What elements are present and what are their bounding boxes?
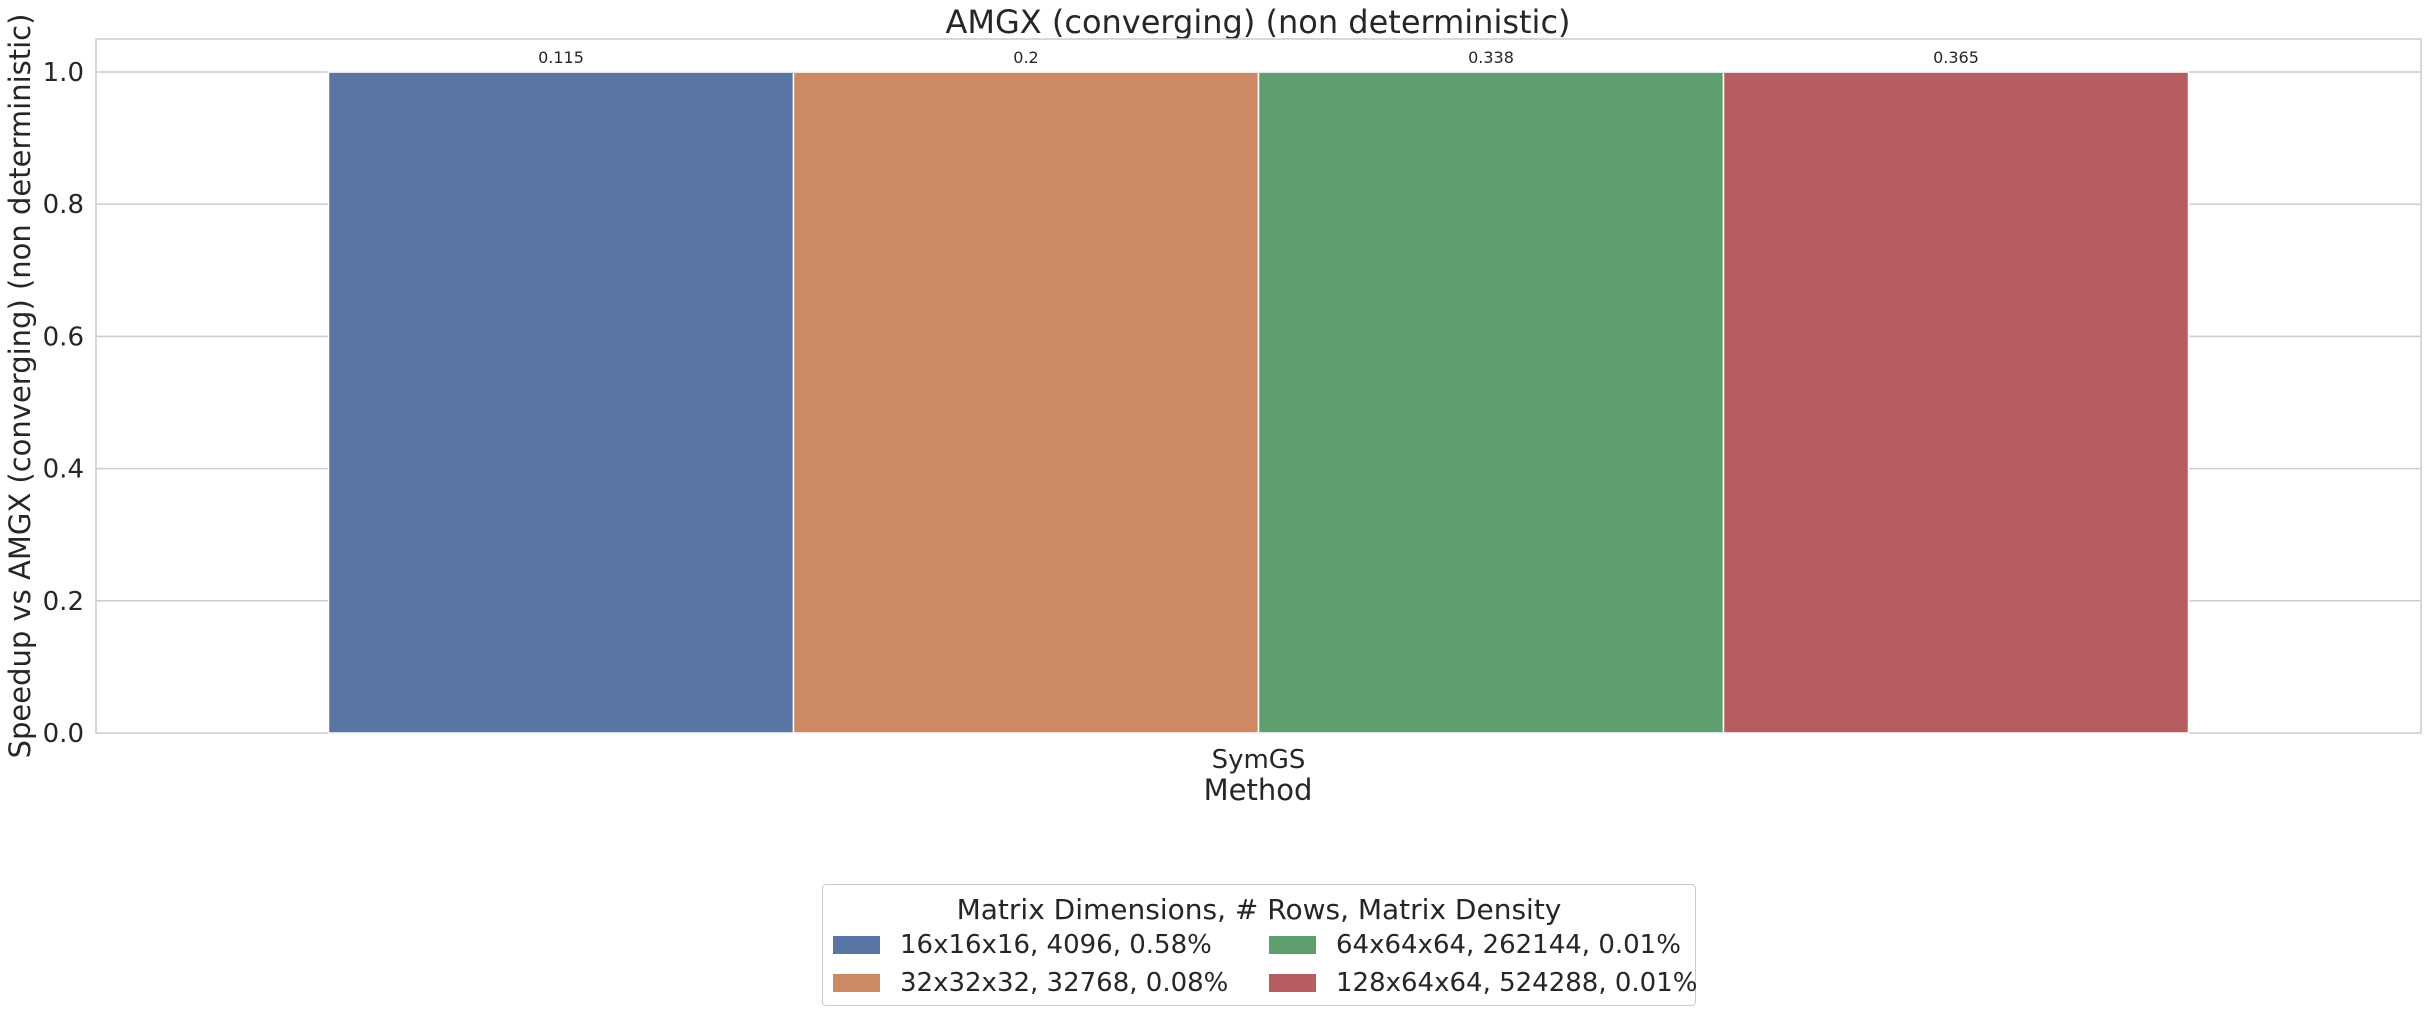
chart-title: AMGX (converging) (non deterministic) xyxy=(945,3,1570,41)
bar-value-label: 0.2 xyxy=(1013,48,1038,67)
legend-item: 128x64x64, 524288, 0.01% xyxy=(1269,968,1697,998)
bar-labels: 0.115 0.2 0.338 0.365 xyxy=(538,48,1979,67)
y-tick-label: 0.6 xyxy=(43,322,84,352)
legend-item: 64x64x64, 262144, 0.01% xyxy=(1269,930,1681,960)
legend-swatch xyxy=(1269,974,1316,992)
bar xyxy=(1722,71,2190,734)
legend-swatch xyxy=(833,936,880,954)
bars xyxy=(327,71,2190,734)
legend: Matrix Dimensions, # Rows, Matrix Densit… xyxy=(822,884,1697,1006)
y-axis-label: Speedup vs AMGX (converging) (non determ… xyxy=(3,14,37,759)
x-axis-label: Method xyxy=(1204,773,1313,807)
bar-value-label: 0.115 xyxy=(538,48,584,67)
bar-value-label: 0.365 xyxy=(1933,48,1979,67)
x-axis-ticks: SymGS xyxy=(1212,745,1306,775)
y-tick-label: 0.2 xyxy=(43,587,84,617)
legend-title: Matrix Dimensions, # Rows, Matrix Densit… xyxy=(956,893,1562,926)
x-tick-label: SymGS xyxy=(1212,745,1306,775)
legend-swatch xyxy=(833,974,880,992)
y-tick-label: 1.0 xyxy=(43,58,84,88)
bar-value-label: 0.338 xyxy=(1468,48,1514,67)
y-tick-label: 0.0 xyxy=(43,719,84,749)
y-axis-ticks: 0.0 0.2 0.4 0.6 0.8 1.0 xyxy=(43,58,84,749)
bar xyxy=(327,71,795,734)
legend-swatch xyxy=(1269,936,1316,954)
legend-label: 128x64x64, 524288, 0.01% xyxy=(1336,968,1698,998)
bar xyxy=(792,71,1260,734)
legend-item: 16x16x16, 4096, 0.58% xyxy=(833,930,1212,960)
legend-item: 32x32x32, 32768, 0.08% xyxy=(833,968,1228,998)
legend-label: 32x32x32, 32768, 0.08% xyxy=(900,968,1229,998)
bar xyxy=(1257,71,1725,734)
legend-label: 16x16x16, 4096, 0.58% xyxy=(900,930,1212,960)
y-tick-label: 0.8 xyxy=(43,190,84,220)
y-tick-label: 0.4 xyxy=(43,455,84,485)
legend-label: 64x64x64, 262144, 0.01% xyxy=(1336,930,1681,960)
